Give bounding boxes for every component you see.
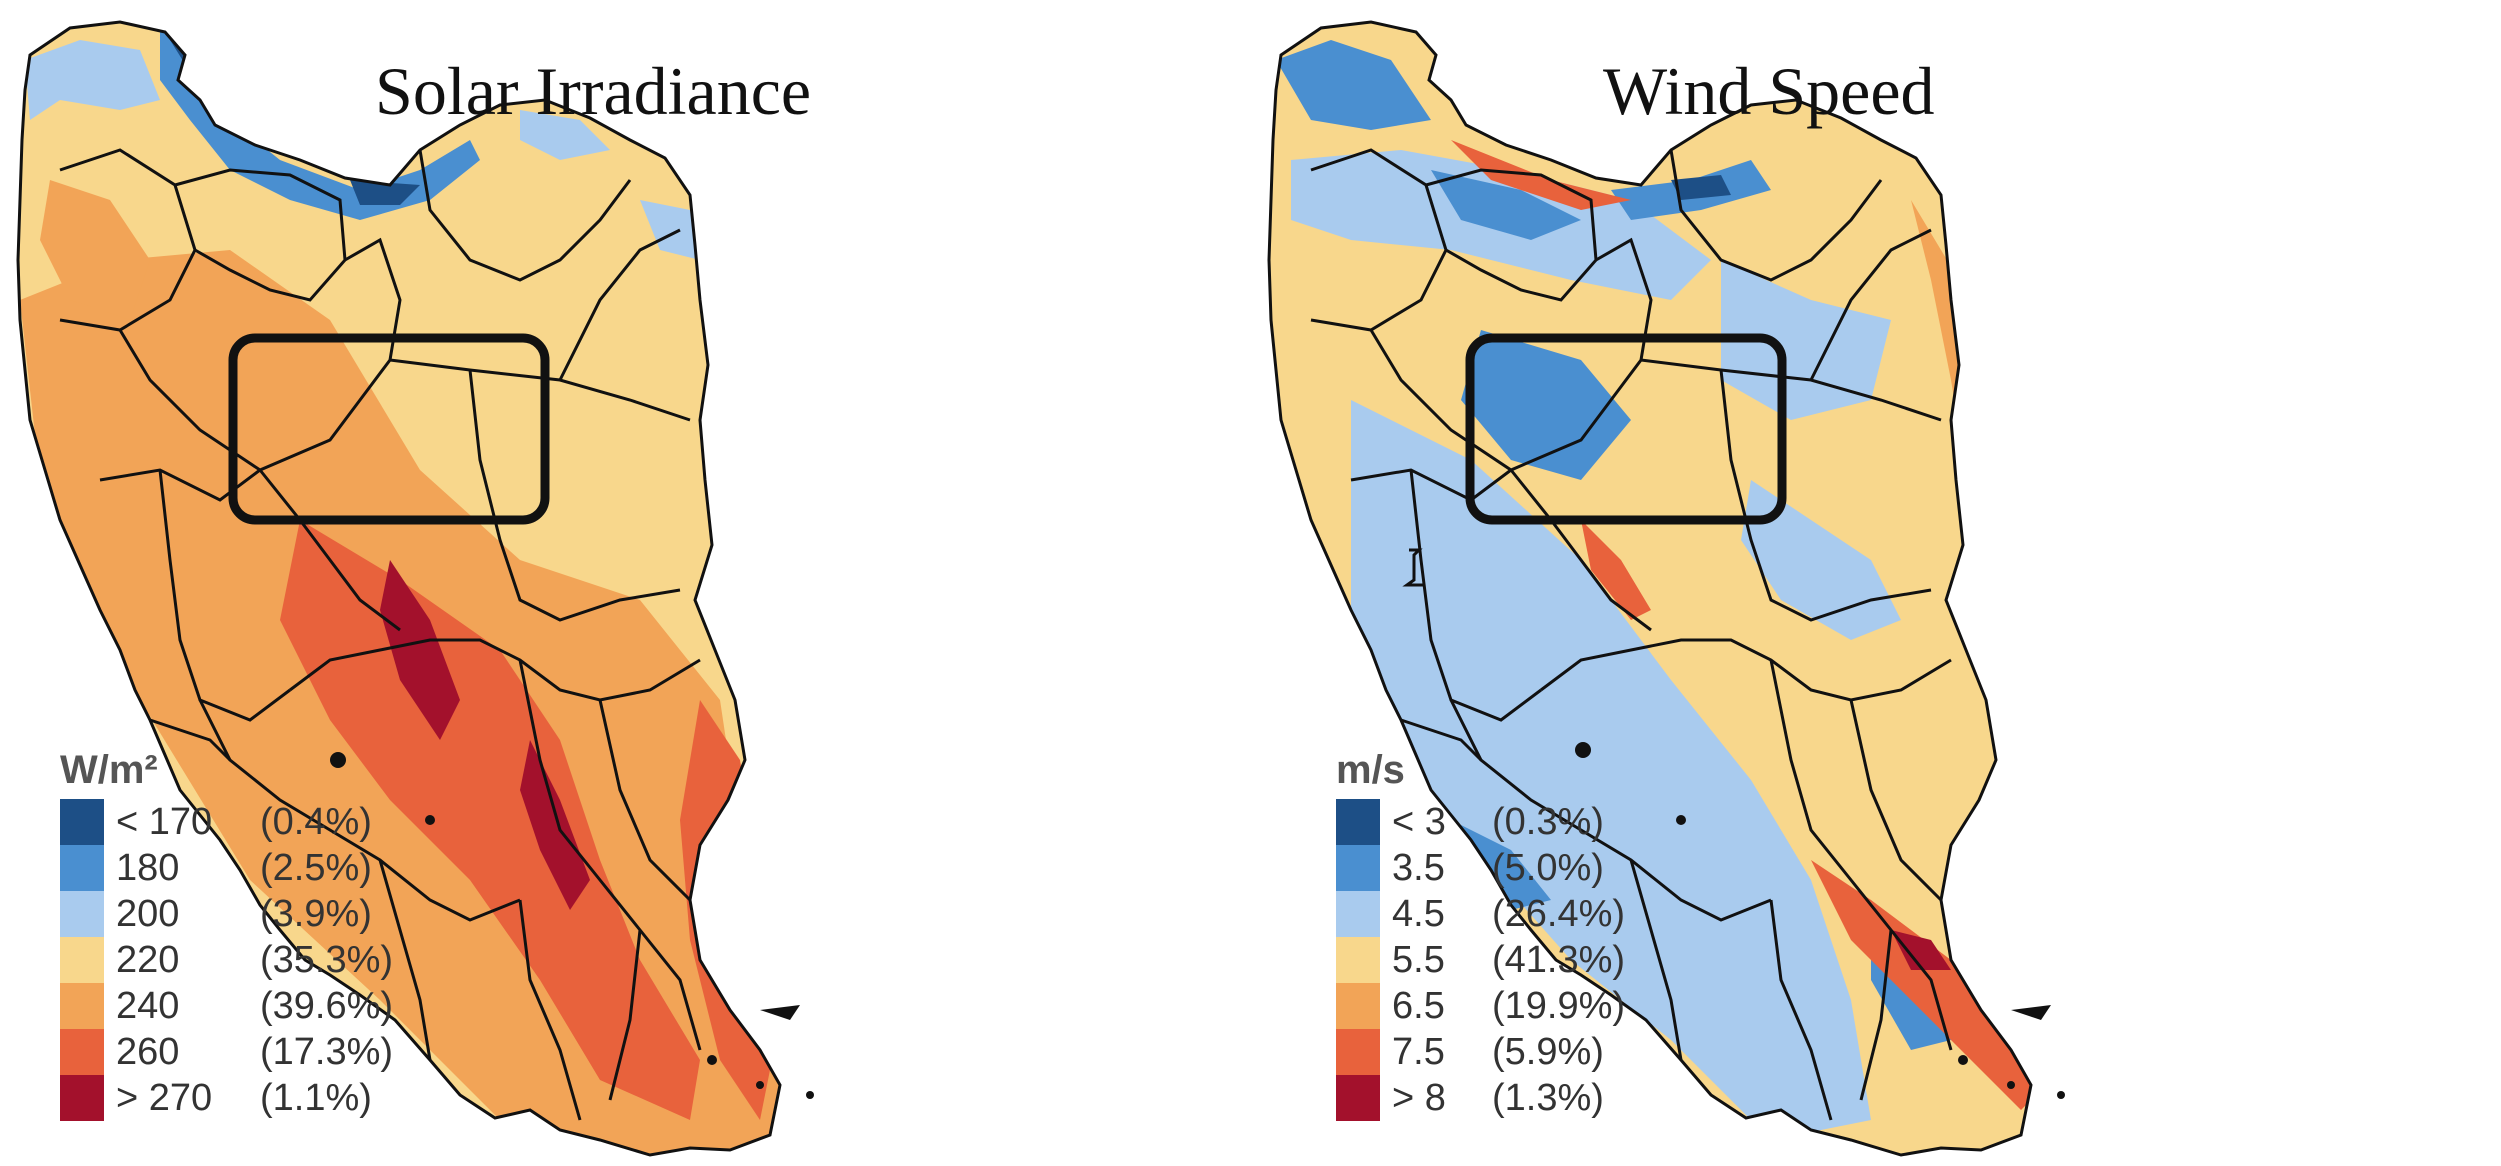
legend-label: 7.5 [1392,1030,1445,1073]
legend-label: 240 [116,984,180,1027]
legend-swatch [1336,799,1380,845]
study-area-box [1465,333,1787,525]
legend-row: 3.5 (5.0%) [1336,845,1625,891]
legend-swatch [60,891,104,937]
legend-label: 260 [116,1030,180,1073]
panel-title: Wind Speed [1603,53,1935,129]
legend-label: 5.5 [1392,938,1445,981]
legend-swatch [60,937,104,983]
legend-row: 260 (17.3%) [60,1029,393,1075]
legend-row: 6.5 (19.9%) [1336,983,1625,1029]
legend: m/s < 3 (0.3%) 3.5 (5.0%) 4.5 (26.4%) 5.5 (41.3… [1336,745,1625,1121]
legend-label: 180 [116,846,180,889]
legend-row: 5.5 (41.3%) [1336,937,1625,983]
legend-label: 3.5 [1392,846,1445,889]
legend-rows: < 170 (0.4%) 180 (2.5%) 200 (3.9%) 220 (35.3%) 2… [60,799,393,1121]
legend-label: 4.5 [1392,892,1445,935]
legend-label: > 270 [116,1076,213,1119]
irradiance-zones [20,30,780,1155]
study-area-box [228,333,550,525]
legend-label: 6.5 [1392,984,1445,1027]
legend-row: 220 (35.3%) [60,937,393,983]
legend-row: 180 (2.5%) [60,845,393,891]
legend-unit: W/m² [60,748,158,792]
legend-percent: (1.1%) [260,1076,372,1119]
wind-speed-panel: Wind Speed m/s < 3 (0.3%) 3.5 (5.0%) 4.5 (26.… [1251,0,2501,1166]
legend-percent: (0.4%) [260,800,372,843]
panel-title: Solar Irradiance [375,53,812,129]
legend-swatch [60,799,104,845]
legend-row: > 270 (1.1%) [60,1075,393,1121]
legend-percent: (1.3%) [1492,1076,1604,1119]
legend-label: > 8 [1392,1076,1446,1119]
legend-unit: m/s [1336,748,1405,792]
legend-percent: (17.3%) [260,1030,394,1073]
legend-percent: (3.9%) [260,892,372,935]
legend-percent: (0.3%) [1492,800,1604,843]
islands [330,752,814,1099]
legend-label: 220 [116,938,180,981]
legend-swatch [1336,983,1380,1029]
wind-speed-map [1267,20,2065,1157]
legend-swatch [60,845,104,891]
legend-swatch [1336,1029,1380,1075]
solar-irradiance-map [16,20,814,1157]
legend-swatch [1336,891,1380,937]
legend-percent: (39.6%) [260,984,394,1027]
legend-percent: (41.3%) [1492,938,1626,981]
legend-row: 7.5 (5.9%) [1336,1029,1625,1075]
solar-irradiance-panel: Solar Irradiance W/m² < 170 (0.4%) 180 (2.5… [0,0,1250,1166]
legend-label: < 170 [116,800,213,843]
legend-percent: (35.3%) [260,938,394,981]
legend-row: < 3 (0.3%) [1336,799,1625,845]
legend-label: < 3 [1392,800,1446,843]
legend-row: < 170 (0.4%) [60,799,393,845]
legend-percent: (5.9%) [1492,1030,1604,1073]
legend: W/m² < 170 (0.4%) 180 (2.5%) 200 (3.9%) 220 (35… [60,745,393,1121]
legend-row: 4.5 (26.4%) [1336,891,1625,937]
legend-swatch [1336,845,1380,891]
legend-swatch [60,1075,104,1121]
legend-percent: (26.4%) [1492,892,1626,935]
legend-row: 240 (39.6%) [60,983,393,1029]
legend-swatch [60,1029,104,1075]
legend-percent: (5.0%) [1492,846,1604,889]
legend-swatch [1336,1075,1380,1121]
islands [1402,548,2065,1099]
legend-percent: (2.5%) [260,846,372,889]
legend-row: > 8 (1.3%) [1336,1075,1625,1121]
legend-swatch [60,983,104,1029]
legend-label: 200 [116,892,180,935]
legend-percent: (19.9%) [1492,984,1626,1027]
legend-rows: < 3 (0.3%) 3.5 (5.0%) 4.5 (26.4%) 5.5 (41.3%) 6.… [1336,799,1625,1121]
legend-row: 200 (3.9%) [60,891,393,937]
legend-swatch [1336,937,1380,983]
